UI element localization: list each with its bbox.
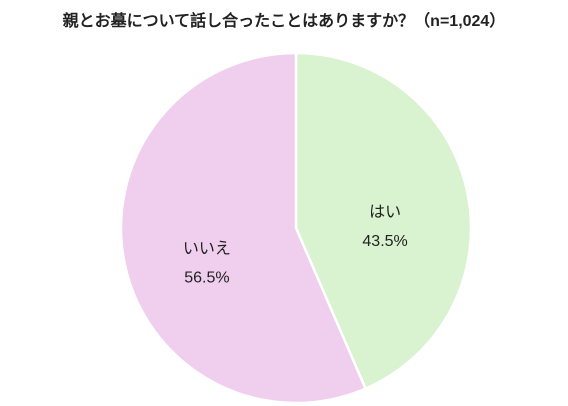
- chart-title: 親とお墓について話し合ったことはありますか？（n=1,024）: [63, 11, 506, 30]
- slice-label: はい: [369, 204, 401, 221]
- value-label: 56.5%: [184, 270, 229, 287]
- value-label: 43.5%: [362, 233, 407, 250]
- pie-slice: [294, 51, 473, 391]
- slice-label: いいえ: [183, 241, 231, 258]
- pie-slice: [119, 51, 368, 405]
